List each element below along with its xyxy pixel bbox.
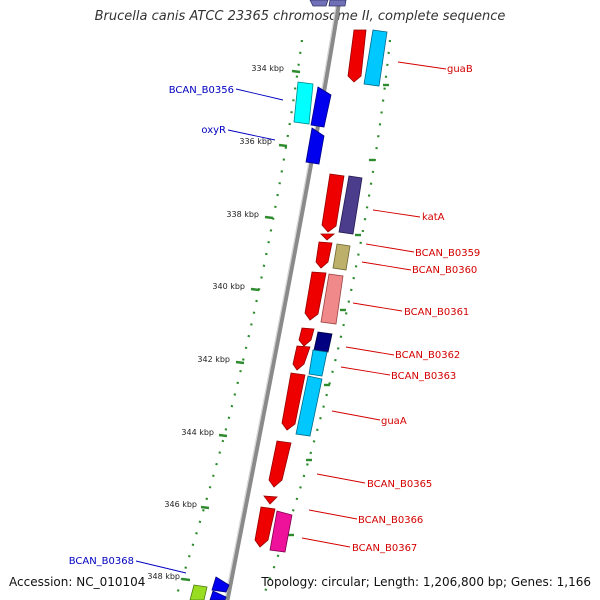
gene-block[interactable] [308,349,328,377]
gene-block[interactable] [189,584,208,600]
topology-info: Topology: circular; Length: 1,206,800 bp… [261,575,591,589]
forward-strand-genes [254,0,367,548]
leader-line [397,61,447,70]
gene-arrow[interactable] [292,345,311,371]
kbp-label: 334 kbp [251,64,284,73]
leader-line [301,537,351,548]
gene-arrow[interactable] [211,576,230,593]
gene-block[interactable] [269,510,293,553]
tick-mark [278,143,288,148]
leader-line [227,129,276,141]
gene-block[interactable] [363,29,388,87]
gene-label-bcan-b0359[interactable]: BCAN_B0359 [415,248,480,259]
tick-mark [291,69,301,74]
kbp-label: 346 kbp [164,500,197,509]
gene-label-bcan-b0366[interactable]: BCAN_B0366 [358,515,423,526]
kbp-label: 344 kbp [181,428,214,437]
gene-arrow[interactable] [309,0,329,7]
gene-arrow[interactable] [268,440,292,488]
tick-mark [264,215,274,220]
gene-block[interactable] [320,273,344,325]
gene-arrow[interactable] [263,495,278,505]
gene-label-guab[interactable]: guaB [447,64,473,75]
leader-line [331,410,381,421]
gene-label-bcan-b0368[interactable]: BCAN_B0368 [69,556,134,567]
gene-arrow[interactable] [310,86,332,128]
leader-line [308,509,358,520]
gene-arrow[interactable] [315,241,333,269]
leader-line [361,261,412,271]
gene-label-kata[interactable]: katA [422,212,445,223]
gene-arrow[interactable] [254,506,276,548]
gene-block[interactable] [313,331,333,353]
leader-line [235,88,284,101]
gene-label-bcan-b0360[interactable]: BCAN_B0360 [412,265,477,276]
gene-block[interactable] [295,375,323,437]
accession-info: Accession: NC_010104 [9,575,146,589]
tick-mark [235,360,245,365]
leader-line [316,473,366,484]
kbp-label: 336 kbp [239,137,272,146]
kbp-label: 342 kbp [197,355,230,364]
gene-label-bcan-b0363[interactable]: BCAN_B0363 [391,371,456,382]
leader-line [135,560,187,574]
gene-label-guaa[interactable]: guaA [381,416,407,427]
outer-track-genes [269,29,388,553]
leader-line [340,366,391,376]
kbp-label: 348 kbp [147,572,180,581]
reverse-strand-genes [189,0,332,600]
gene-label-bcan-b0362[interactable]: BCAN_B0362 [395,350,460,361]
gene-arrow[interactable] [298,327,315,347]
gene-label-bcan-b0365[interactable]: BCAN_B0365 [367,479,432,490]
gene-arrow[interactable] [328,0,347,7]
chromosome-backbone [224,0,342,600]
leader-line [372,209,421,218]
tick-mark [181,577,191,582]
gene-arrow[interactable] [209,590,227,600]
chromosome-backbone-highlight [224,0,338,600]
gene-arrow[interactable] [347,29,367,83]
gene-block[interactable] [293,81,314,125]
gene-arrow[interactable] [321,173,345,233]
tick-mark [218,433,228,438]
gene-arrow[interactable] [305,127,325,165]
kbp-label: 340 kbp [212,282,245,291]
gene-label-bcan-b0356[interactable]: BCAN_B0356 [169,85,234,96]
gene-label-oxyr[interactable]: oxyR [201,125,226,136]
leader-line [352,302,403,312]
tick-mark [250,287,260,292]
kbp-label: 338 kbp [226,210,259,219]
gene-block[interactable] [338,175,363,235]
leader-line [345,346,395,356]
gene-label-bcan-b0367[interactable]: BCAN_B0367 [352,543,417,554]
gene-arrow[interactable] [281,372,306,431]
gene-arrow[interactable] [304,271,327,321]
leader-line [365,243,415,253]
map-title: Brucella canis ATCC 23365 chromosome II,… [94,9,506,24]
tick-mark [200,505,210,510]
gene-arrow[interactable] [320,233,336,241]
gene-label-bcan-b0361[interactable]: BCAN_B0361 [404,307,469,318]
gene-block[interactable] [332,243,351,271]
